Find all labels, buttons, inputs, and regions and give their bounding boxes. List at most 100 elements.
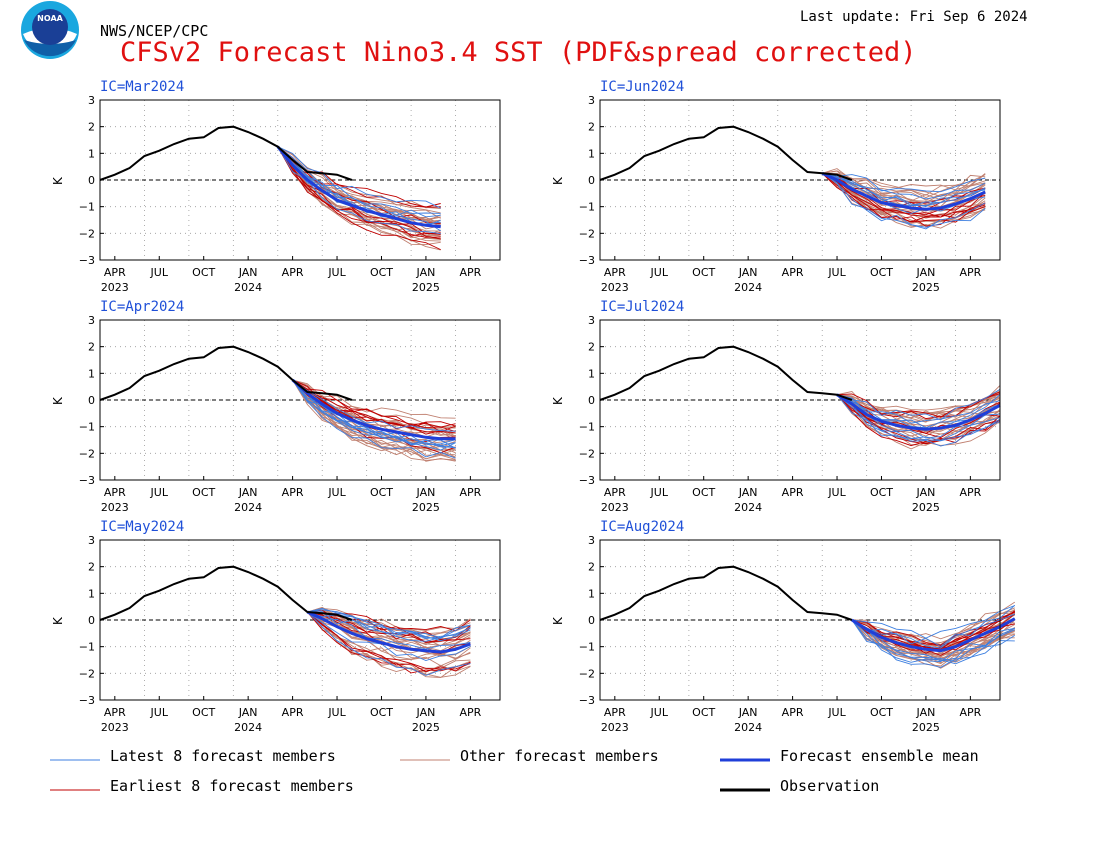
y-tick-label: 0 bbox=[88, 394, 95, 407]
y-tick-label: −2 bbox=[79, 227, 95, 240]
earliest8-member-line bbox=[292, 379, 456, 434]
observation-line bbox=[599, 345, 853, 401]
ensemble-mean-line bbox=[821, 171, 986, 211]
earliest8-member-line bbox=[836, 394, 1001, 445]
latest8-member-line bbox=[307, 611, 471, 661]
x-tick-label: APR bbox=[782, 266, 804, 279]
x-tick-label: JUL bbox=[827, 706, 846, 719]
x-tick-label: JUL bbox=[827, 486, 846, 499]
x-tick-label: JAN bbox=[238, 266, 258, 279]
x-tick-label: OCT bbox=[870, 266, 893, 279]
year-label: 2023 bbox=[601, 281, 629, 294]
x-tick-label: JAN bbox=[738, 706, 758, 719]
other-member-line bbox=[822, 172, 986, 197]
x-tick-label: JAN bbox=[416, 486, 436, 499]
other-member-line bbox=[851, 611, 1016, 646]
panels: IC=Mar2024 3 2 1 0 −1 −2 −3 K APR JUL OCT JAN APR JUL O… bbox=[51, 79, 1016, 734]
year-label: 2024 bbox=[234, 721, 262, 734]
x-tick-label: JUL bbox=[327, 266, 346, 279]
year-label: 2024 bbox=[234, 501, 262, 514]
year-label: 2024 bbox=[734, 721, 762, 734]
y-tick-label: 3 bbox=[88, 314, 95, 327]
latest8-member-line bbox=[851, 613, 1015, 649]
latest8-member-line bbox=[292, 379, 456, 451]
latest8-member-line bbox=[277, 146, 441, 209]
legend-label: Earliest 8 forecast members bbox=[110, 777, 354, 795]
earliest8-member-line bbox=[277, 146, 441, 237]
latest8-member-line bbox=[277, 146, 441, 218]
legend: Latest 8 forecast members Other forecast … bbox=[50, 747, 979, 795]
y-tick-label: −1 bbox=[579, 421, 595, 434]
x-tick-label: APR bbox=[104, 706, 126, 719]
panel-2: IC=Jun2024 3 2 1 0 −1 −2 −3 K APR JUL OCT JAN APR JUL O… bbox=[551, 79, 1001, 294]
y-tick-label: −3 bbox=[579, 254, 595, 267]
earliest8-member-line bbox=[292, 379, 456, 428]
latest8-member-line bbox=[851, 605, 1015, 639]
y-tick-label: 3 bbox=[588, 534, 595, 547]
observation-line bbox=[599, 125, 853, 181]
x-tick-label: JAN bbox=[916, 486, 936, 499]
latest8-member-line bbox=[821, 172, 986, 228]
y-tick-label: 1 bbox=[588, 367, 595, 380]
observation-line bbox=[99, 565, 353, 621]
ic-label: IC=Aug2024 bbox=[600, 519, 684, 535]
panel-6: IC=Aug2024 3 2 1 0 −1 −2 −3 K APR JUL OCT JAN APR JUL O… bbox=[551, 519, 1016, 734]
y-tick-label: −3 bbox=[79, 474, 95, 487]
x-tick-label: APR bbox=[282, 486, 304, 499]
latest8-member-line bbox=[851, 619, 1015, 662]
x-tick-label: APR bbox=[959, 706, 981, 719]
x-tick-label: APR bbox=[959, 486, 981, 499]
plot-frame bbox=[599, 319, 1001, 481]
latest8-member-line bbox=[292, 379, 456, 459]
x-tick-label: JAN bbox=[238, 486, 258, 499]
year-label: 2024 bbox=[734, 501, 762, 514]
latest8-member-line bbox=[836, 394, 1001, 447]
year-label: 2025 bbox=[412, 281, 440, 294]
x-tick-label: OCT bbox=[192, 486, 215, 499]
legend-item: Other forecast members bbox=[400, 747, 659, 765]
x-tick-label: JAN bbox=[738, 266, 758, 279]
other-member-line bbox=[836, 394, 1001, 450]
year-label: 2025 bbox=[912, 721, 940, 734]
y-tick-label: 0 bbox=[88, 174, 95, 187]
ic-label: IC=Mar2024 bbox=[100, 79, 184, 95]
other-member-line bbox=[292, 379, 456, 456]
y-tick-label: 3 bbox=[88, 94, 95, 107]
year-label: 2024 bbox=[734, 281, 762, 294]
chart-title: CFSv2 Forecast Nino3.4 SST (PDF&spread c… bbox=[120, 37, 917, 68]
y-tick-label: −1 bbox=[79, 421, 95, 434]
other-member-line bbox=[851, 601, 1016, 640]
y-tick-label: 2 bbox=[88, 121, 95, 134]
year-label: 2023 bbox=[101, 721, 129, 734]
latest8-member-line bbox=[307, 609, 471, 639]
y-axis-label: K bbox=[51, 176, 65, 185]
y-tick-label: 1 bbox=[88, 367, 95, 380]
ensemble-mean-line bbox=[836, 393, 1001, 431]
panel-5: IC=May2024 3 2 1 0 −1 −2 −3 K APR JUL OCT JAN APR JUL O… bbox=[51, 519, 501, 734]
ensemble-mean-line bbox=[851, 617, 1016, 653]
latest8-member-line bbox=[307, 611, 471, 676]
latest8-member-line bbox=[851, 619, 1015, 668]
x-tick-label: JUL bbox=[150, 266, 169, 279]
y-axis-label: K bbox=[51, 616, 65, 625]
x-tick-label: JAN bbox=[916, 706, 936, 719]
ensemble-mean-line bbox=[306, 610, 471, 654]
plot-frame bbox=[599, 539, 1001, 701]
year-label: 2023 bbox=[601, 501, 629, 514]
other-member-line bbox=[292, 379, 456, 460]
year-label: 2025 bbox=[412, 501, 440, 514]
panel-1: IC=Mar2024 3 2 1 0 −1 −2 −3 K APR JUL OCT JAN APR JUL O… bbox=[51, 79, 501, 294]
x-tick-label: OCT bbox=[192, 266, 215, 279]
earliest8-member-line bbox=[821, 172, 986, 227]
ic-label: IC=May2024 bbox=[100, 519, 184, 535]
plot-frame bbox=[99, 99, 501, 261]
latest8-member-line bbox=[292, 379, 456, 432]
plot-frame bbox=[99, 319, 501, 481]
panel-4: IC=Jul2024 3 2 1 0 −1 −2 −3 K APR JUL OCT JAN APR JUL O… bbox=[551, 299, 1001, 514]
latest8-member-line bbox=[277, 146, 441, 227]
latest8-member-line bbox=[292, 379, 456, 446]
ic-label: IC=Jun2024 bbox=[600, 79, 684, 95]
y-axis-label: K bbox=[551, 176, 565, 185]
earliest8-member-line bbox=[836, 392, 1001, 418]
